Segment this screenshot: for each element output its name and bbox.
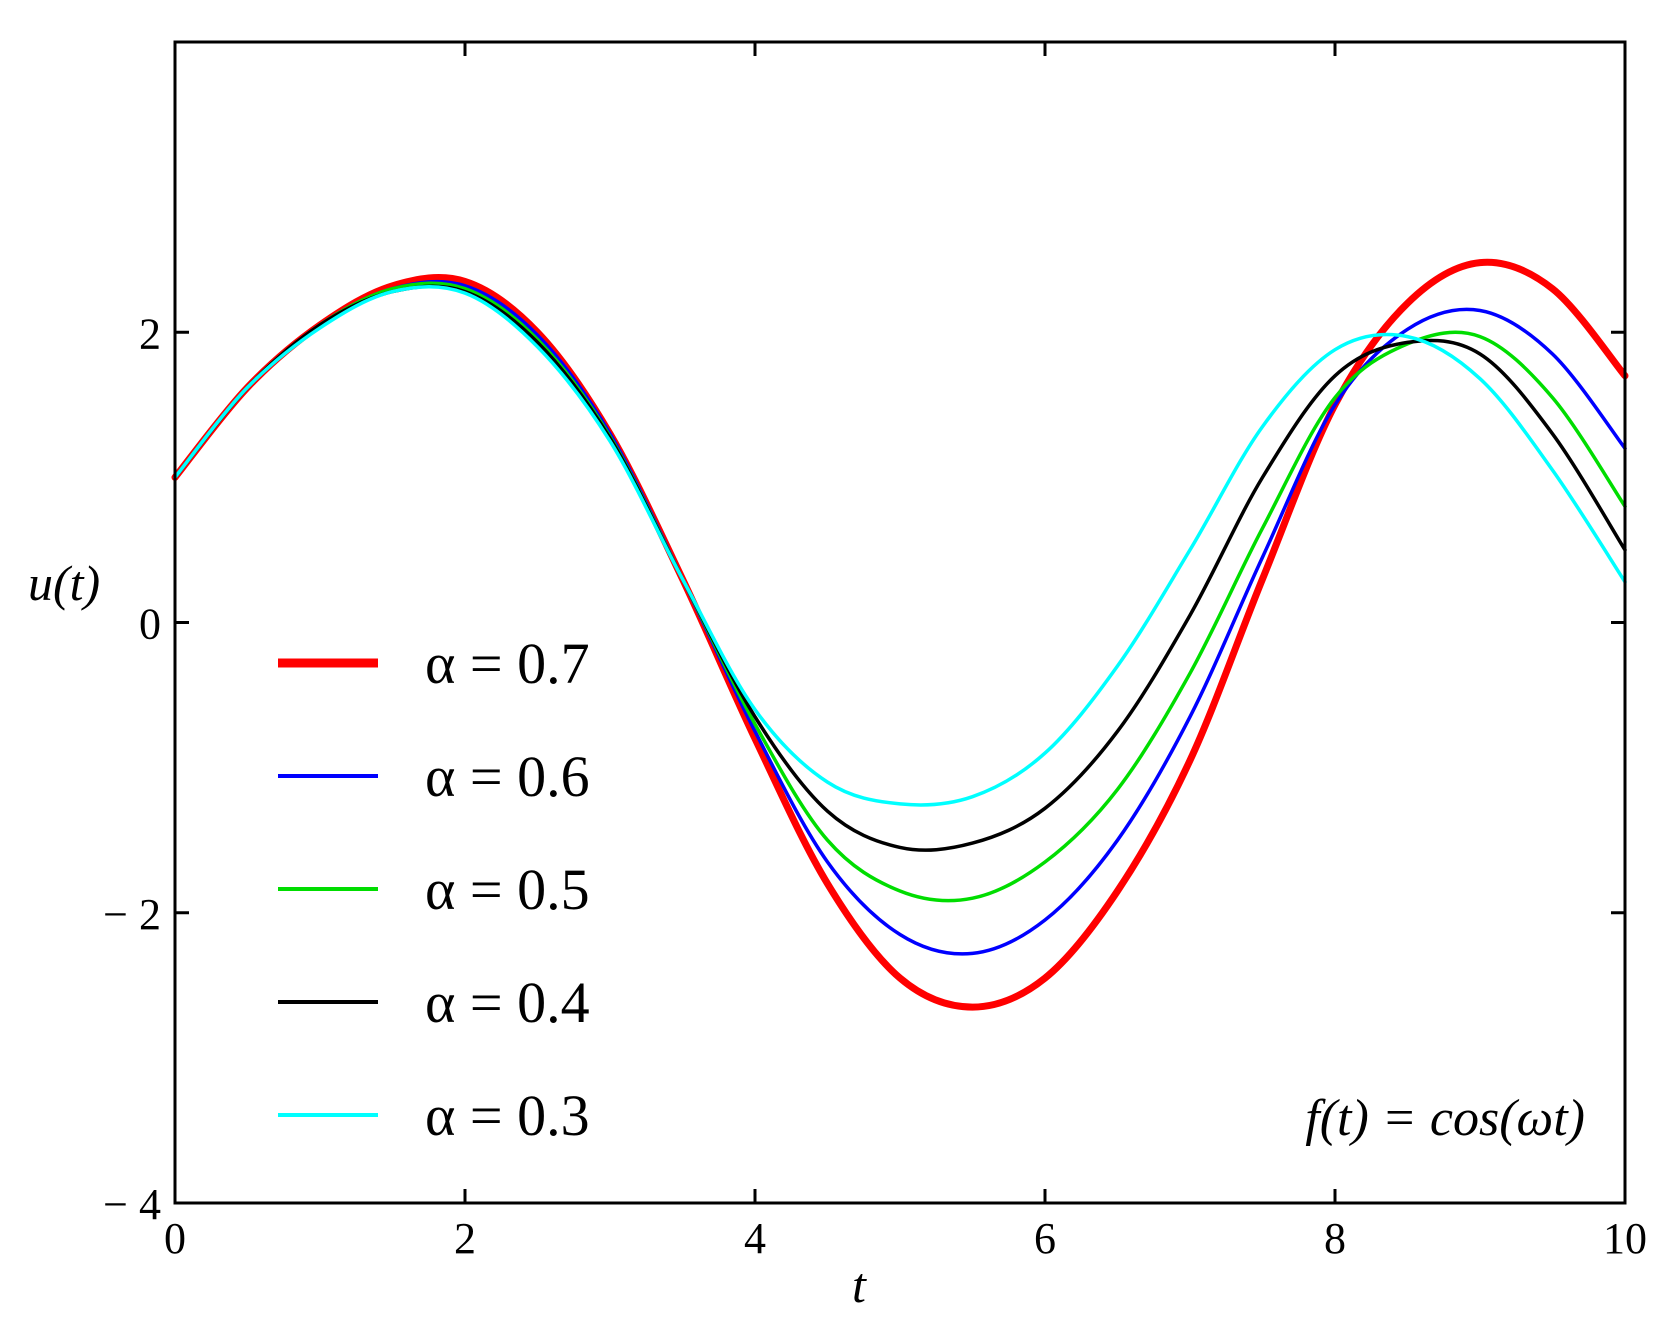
legend-label: α = 0.5: [425, 857, 590, 922]
plot-frame: [173, 40, 1627, 1205]
y-tick-label: 2: [139, 309, 161, 358]
legend-label: α = 0.3: [425, 1083, 590, 1148]
y-tick-label: − 2: [103, 890, 161, 939]
series-line-4: [173, 285, 1627, 807]
series-lines: [171, 258, 1629, 1011]
x-tick-label: 2: [454, 1214, 476, 1263]
y-axis-label: u(t): [28, 555, 100, 611]
formula-annotation: f(t) = cos(ωt): [1305, 1090, 1585, 1147]
tick-labels: 0 2 4 6 8 10 − 4 − 2 0 2: [103, 309, 1647, 1263]
y-tick-label: 0: [139, 600, 161, 649]
legend-label: α = 0.6: [425, 744, 590, 809]
x-tick-label: 4: [744, 1214, 766, 1263]
legend-label: α = 0.7: [425, 631, 590, 696]
series-line-1: [173, 279, 1627, 956]
x-axis-label: t: [852, 1257, 867, 1313]
x-tick-label: 10: [1603, 1214, 1647, 1263]
tick-marks: [173, 42, 1627, 1205]
y-tick-label: − 4: [103, 1180, 161, 1229]
x-tick-label: 6: [1034, 1214, 1056, 1263]
series-line-2: [173, 281, 1627, 903]
x-tick-label: 8: [1324, 1214, 1346, 1263]
x-tick-label: 0: [164, 1214, 186, 1263]
series-line-0: [171, 258, 1629, 1011]
series-line-3: [173, 284, 1627, 852]
legend: α = 0.7 α = 0.6 α = 0.5 α = 0.4 α = 0.3: [278, 631, 590, 1148]
legend-label: α = 0.4: [425, 970, 590, 1035]
